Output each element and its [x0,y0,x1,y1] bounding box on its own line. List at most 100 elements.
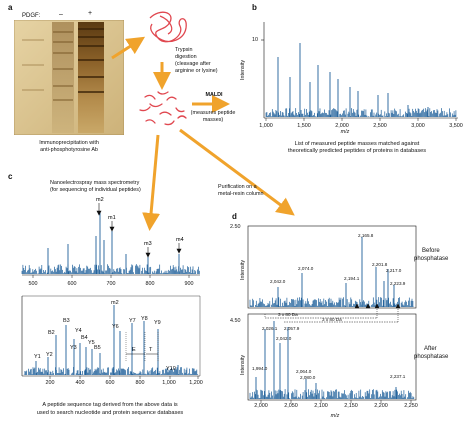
peak-2074-0: 2,074.0 [298,266,314,271]
nanoelectrospray-peaks [21,212,200,274]
peak-Y8: Y8 [141,316,148,322]
trypsin-line3: (cleavage after [175,61,211,67]
d-xtick-3: 2,100 [314,403,328,409]
shift-label-1: 3 x 80 Da [278,312,298,317]
panel-c-caption-line1: A peptide sequence tag derived from the … [42,402,178,408]
d-bottom-y-tick: 4.50 [230,318,241,324]
peak-Y5: Y5 [88,340,95,346]
purification-line1: Purification on a [218,184,257,190]
d-xtick-1: 2,000 [254,403,268,409]
tag-E: E [132,347,136,353]
c-top-xtick-3: 700 [106,281,116,287]
peak-B4: B4 [81,335,88,341]
protein-scribble [149,11,187,43]
panel-d-spectra: 2,165.8 2,074.0 2,201.8 2,217.0 2,194.1 … [247,225,417,403]
c-top-xtick-4: 800 [145,281,155,287]
pdgf-minus: – [59,11,63,18]
d-top-y-tick: 2.50 [230,224,241,230]
pdgf-label: PDGF: [22,13,41,19]
peak-m3: m3 [144,241,152,247]
panel-b-ylabel: Intensity [240,59,246,80]
panel-c-title-line2: (for sequencing of individual peptides) [50,187,141,193]
after-line2: phosphatase [414,354,449,360]
maldi-line2: masses) [202,117,224,123]
c-bot-xtick-3: 600 [105,380,115,386]
panel-b-xtick-4: 2,500 [373,123,387,129]
panel-b-caption-line1: List of measured peptide masses matched … [294,141,420,147]
peak-m2-bottom: m2 [111,300,119,306]
fragment-peaks [23,305,199,375]
panel-a-letter: a [8,3,13,12]
maldi-title: MALDI [205,92,223,98]
trypsin-line2: digestion [175,54,197,60]
to-nanoelectrospray-arrow [142,134,161,231]
c-bot-xtick-1: 200 [45,380,55,386]
panel-b-xtick-5: 3,000 [411,123,425,129]
panel-c-bottom-spectrum: m2 B3 B2 Y4 B4 Y5 B5 Y3 Y1 Y2 Y6 Y7 Y8 Y… [21,295,201,379]
panel-c-title-line1: Nanoelectrospray mass spectrometry [50,180,140,186]
peak-2042-0-b: 2,042.0 [276,336,292,341]
c-top-xtick-1: 500 [28,281,38,287]
gel-caption-line2: anti-phosphotyrosine Ab [40,147,98,153]
peak-Y3: Y3 [70,345,77,351]
peak-2080-0: 2,080.0 [300,375,316,380]
shift-label-2: 3 x 80 Da [322,317,342,322]
peak-Y7: Y7 [129,318,136,324]
d-xtick-4: 2,150 [344,403,358,409]
panel-c-letter: c [8,172,13,181]
peak-Y1: Y1 [34,354,41,360]
panel-b-spectrum [261,22,458,121]
c-top-markers [96,203,182,258]
panel-b-caption-line2: theoretically predicted peptides of prot… [287,148,427,154]
gel-caption-line1: Immunoprecipitation with [39,140,99,146]
peak-2057-9: 2,057.9 [284,326,300,331]
panel-b-xtick-1: 1,000 [259,123,273,129]
c-bot-xtick-6: 1,200 [189,380,203,386]
d-xlabel: m/z [330,413,340,419]
peak-2026-1: 2,026.1 [262,326,278,331]
to-purification-arrow [179,128,295,216]
d-xtick-5: 2,200 [374,403,388,409]
peak-2237-1: 2,237.1 [390,374,406,379]
d-top-ylabel: Intensity [240,259,246,280]
c-bot-xtick-2: 400 [75,380,85,386]
peak-Y2: Y2 [46,352,53,358]
d-bottom-ylabel: Intensity [240,354,246,375]
before-line2: phosphatase [414,256,449,262]
d-xtick-6: 2,250 [404,403,418,409]
peak-2223-9: 2,223.9 [390,281,406,286]
panel-b-y-tick: 10 [252,37,258,43]
peak-1994-0: 1,994.0 [252,366,268,371]
d-xtick-2: 2,050 [284,403,298,409]
peak-B3: B3 [63,318,70,324]
gel-image [14,20,124,135]
after-phosphatase-peaks [249,321,415,399]
peak-2165-8: 2,165.8 [358,233,374,238]
peak-B2: B2 [48,330,55,336]
panel-c-caption-line2: used to search nucleotide and protein se… [36,410,184,416]
c-top-xtick-2: 600 [67,281,77,287]
peak-B5: B5 [94,345,101,351]
trypsin-line1: Trypsin [175,47,193,53]
peak-2194-1: 2,194.1 [344,276,360,281]
before-line1: Before [422,248,440,254]
peak-2201-8: 2,201.8 [372,262,388,267]
panel-b-xlabel: m/z [340,129,350,135]
purification-line2: metal-resin column [218,191,264,197]
panel-b-letter: b [252,3,257,12]
gel-to-protein-arrow [111,36,146,60]
peak-Y10: Y10 [166,366,176,372]
peak-m1: m1 [108,215,116,221]
panel-b-xtick-6: 3,500 [449,123,463,129]
maldi-line1: (measures peptide [190,110,236,116]
tag-T: T [149,347,153,353]
panel-d-letter: d [232,212,237,221]
peak-Y6: Y6 [112,324,119,330]
maldi-peaks [265,43,457,117]
panel-b-xtick-3: 2,000 [335,123,349,129]
trypsin-line4: arginine or lysine) [175,68,218,74]
peak-m4: m4 [176,237,184,243]
peak-Y9: Y9 [154,320,161,326]
c-bot-xtick-4: 800 [135,380,145,386]
